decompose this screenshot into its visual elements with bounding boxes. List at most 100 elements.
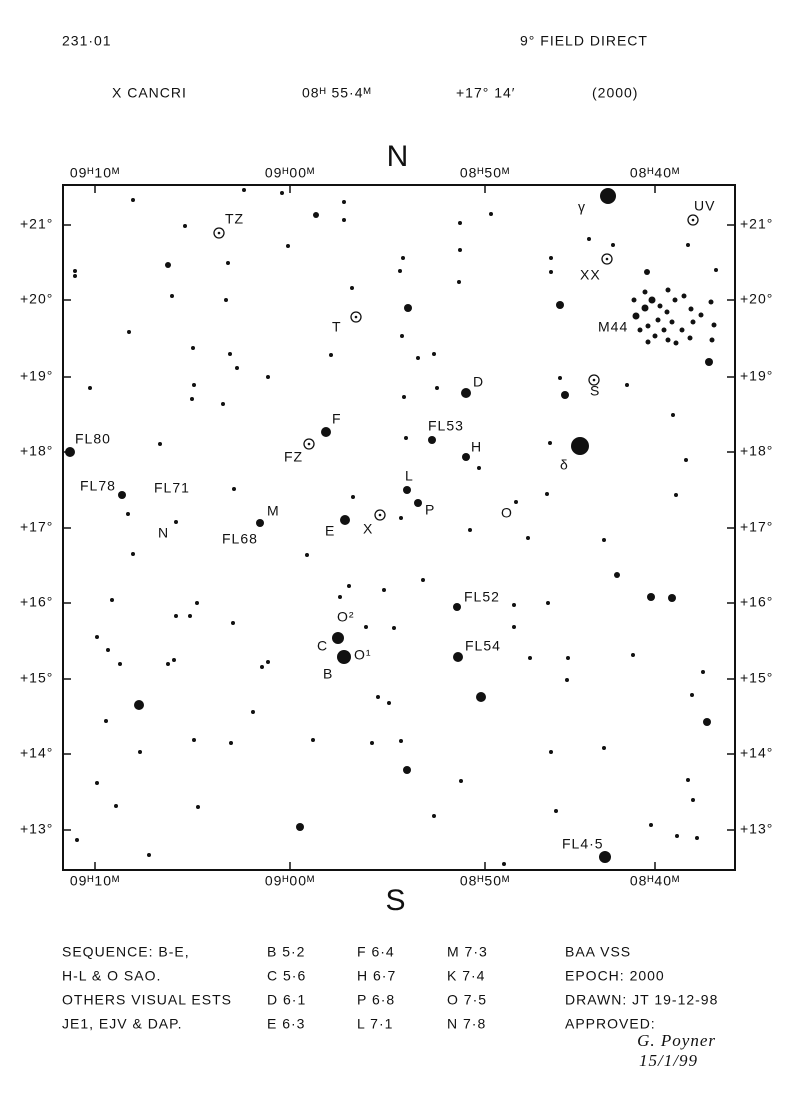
variable-ring	[303, 438, 315, 450]
star	[686, 778, 690, 782]
star	[625, 383, 629, 387]
star	[147, 853, 151, 857]
dec-label-right: +14°	[740, 745, 773, 761]
star	[674, 493, 678, 497]
cluster-star	[632, 312, 640, 320]
star	[131, 198, 135, 202]
star	[404, 304, 412, 312]
star	[174, 520, 178, 524]
dec-label-left: +17°	[20, 519, 53, 535]
star	[458, 248, 462, 252]
variable-ring	[374, 509, 386, 521]
star	[134, 700, 144, 710]
star	[138, 750, 142, 754]
epoch: (2000)	[592, 85, 638, 101]
dec-label-right: +17°	[740, 519, 773, 535]
cluster-star	[690, 319, 696, 325]
star	[477, 466, 481, 470]
stars	[65, 188, 718, 866]
star	[587, 237, 591, 241]
star	[399, 516, 403, 520]
star	[611, 243, 615, 247]
star-label: B	[323, 666, 333, 682]
star-label: FL54	[465, 638, 501, 654]
south: S	[385, 884, 406, 917]
variable-dot	[691, 218, 695, 222]
star	[566, 656, 570, 660]
cluster-star	[711, 322, 717, 328]
star	[286, 244, 290, 248]
cluster-star	[679, 327, 685, 333]
cluster-star	[642, 289, 648, 295]
star-label: O	[501, 505, 513, 521]
cluster-star	[657, 303, 663, 309]
chart-id: 231·01	[62, 33, 112, 49]
variable-ring	[588, 374, 600, 386]
star	[131, 552, 135, 556]
star	[428, 436, 436, 444]
ra-label-top: 09ᴴ10ᴹ	[70, 165, 120, 181]
star-label: γ	[578, 199, 586, 215]
star-label: H	[471, 439, 482, 455]
variable-dot	[592, 378, 596, 382]
dec-label-right: +16°	[740, 594, 773, 610]
star	[459, 779, 463, 783]
star	[571, 437, 589, 455]
star-label: O²	[337, 609, 355, 625]
star	[558, 376, 562, 380]
cluster-star	[655, 317, 661, 323]
star-label: FL53	[428, 418, 464, 434]
cluster-star	[645, 323, 651, 329]
star	[435, 386, 439, 390]
sequence-entry: L 7·1	[357, 1016, 393, 1032]
star	[602, 538, 606, 542]
variable-dot	[307, 442, 311, 446]
star	[166, 662, 170, 666]
star-label: FL71	[154, 480, 190, 496]
star	[414, 499, 422, 507]
star	[165, 262, 171, 268]
star	[73, 274, 77, 278]
star-label: F	[332, 411, 342, 427]
dec-label-right: +20°	[740, 291, 773, 307]
star	[686, 243, 690, 247]
info: DRAWN: JT 19-12-98	[565, 992, 718, 1008]
dec-label-left: +18°	[20, 443, 53, 459]
cluster-star	[673, 340, 679, 346]
star	[453, 652, 463, 662]
star	[191, 346, 195, 350]
ra-label-top: 08ᴴ50ᴹ	[460, 165, 510, 181]
dec-label-right: +13°	[740, 821, 773, 837]
dec-label-left: +20°	[20, 291, 53, 307]
star	[695, 836, 699, 840]
star	[350, 286, 354, 290]
star	[256, 519, 264, 527]
star-label: N	[158, 525, 169, 541]
star	[73, 269, 77, 273]
star	[416, 356, 420, 360]
sequence-entry: O 7·5	[447, 992, 487, 1008]
star	[647, 593, 655, 601]
star	[196, 805, 200, 809]
cluster-star	[648, 296, 656, 304]
ticks	[63, 185, 735, 870]
star	[387, 701, 391, 705]
star	[404, 436, 408, 440]
sequence-entry: C 5·6	[267, 968, 306, 984]
star-label: X	[363, 521, 373, 537]
field: 9° FIELD DIRECT	[520, 33, 648, 49]
sequence-entry: E 6·3	[267, 1016, 305, 1032]
star	[104, 719, 108, 723]
cluster-star	[641, 304, 649, 312]
ra-label-bottom: 08ᴴ50ᴹ	[460, 873, 510, 889]
star	[158, 442, 162, 446]
star	[95, 781, 99, 785]
star	[266, 660, 270, 664]
star	[400, 334, 404, 338]
star	[468, 528, 472, 532]
star	[402, 395, 406, 399]
star-label: M44	[598, 319, 628, 335]
dec-label-left: +14°	[20, 745, 53, 761]
cluster-star	[698, 312, 704, 318]
star	[528, 656, 532, 660]
